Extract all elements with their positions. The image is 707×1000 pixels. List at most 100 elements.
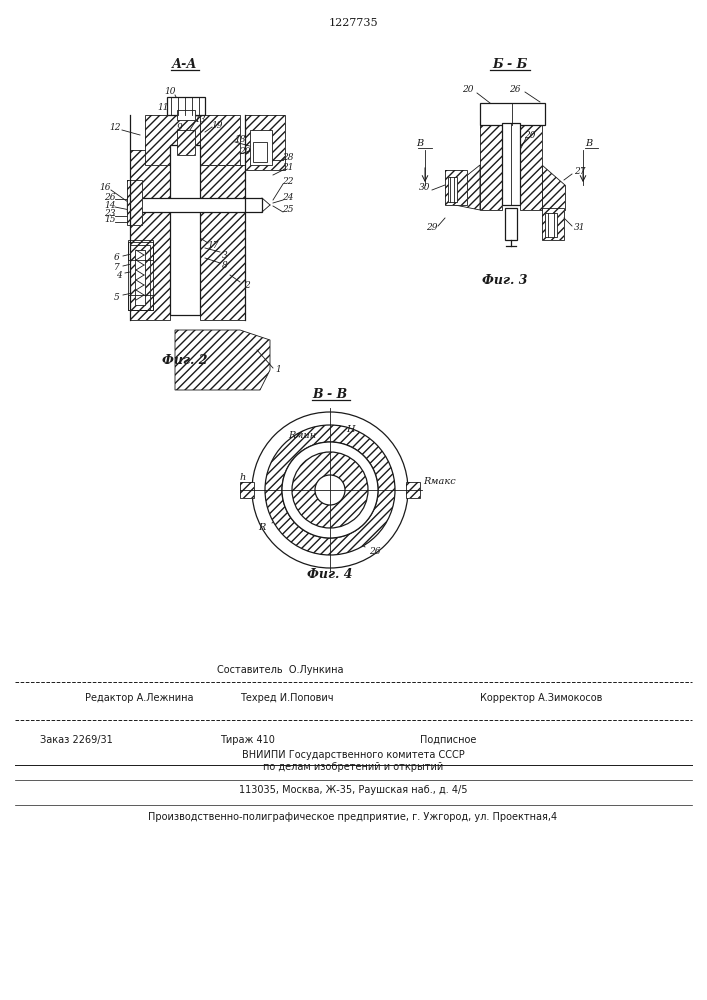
Bar [127,180,142,225]
Bar [130,245,150,310]
Bar [542,208,564,240]
Text: 28: 28 [282,153,293,162]
Bar [520,120,542,210]
Bar [200,115,240,165]
Text: 7: 7 [114,263,120,272]
Circle shape [282,442,378,538]
Text: 1: 1 [275,365,281,374]
Text: 5: 5 [114,294,120,302]
Bar [240,482,254,498]
Text: Корректор А.Зимокосов: Корректор А.Зимокосов [480,693,602,703]
Text: В: В [416,138,423,147]
Bar [177,110,195,120]
Bar [177,130,195,155]
Text: 12: 12 [110,123,121,132]
Text: 1227735: 1227735 [328,18,378,28]
Text: по делам изобретений и открытий: по делам изобретений и открытий [263,762,443,772]
Bar [200,165,245,320]
Text: 31: 31 [574,224,586,232]
Text: 18: 18 [234,135,246,144]
Bar [127,198,262,212]
Text: Фиг. 3: Фиг. 3 [482,273,527,286]
Text: 20: 20 [462,86,474,95]
Text: Фиг. 4: Фиг. 4 [308,568,353,582]
Bar [445,170,467,205]
Bar [245,115,285,170]
Text: 23: 23 [104,210,116,219]
Bar [253,142,267,162]
Bar [128,240,153,310]
Text: Rмакс: Rмакс [423,478,456,487]
Polygon shape [455,165,480,210]
Bar [130,150,170,320]
Bar [128,295,153,310]
Text: Rмин: Rмин [288,430,316,440]
Text: 20: 20 [525,130,536,139]
Bar [135,250,145,305]
Text: 27: 27 [574,167,586,176]
Bar [448,177,457,202]
Text: 11: 11 [157,103,169,111]
Text: А-А: А-А [173,58,198,72]
Bar [480,120,502,210]
Bar [200,115,240,165]
Text: Производственно-полиграфическое предприятие, г. Ужгород, ул. Проектная,4: Производственно-полиграфическое предприя… [148,812,558,822]
Circle shape [282,442,378,538]
Text: R: R [258,524,266,532]
Text: 9: 9 [177,123,183,132]
Text: 26: 26 [104,192,116,202]
Bar [127,180,142,225]
Bar [502,123,520,205]
Text: 4: 4 [116,270,122,279]
Bar [520,120,542,210]
Text: 13: 13 [194,115,206,124]
Text: 24: 24 [282,194,293,202]
Text: 26: 26 [509,86,521,95]
Bar [480,103,545,125]
Text: H: H [346,426,354,434]
Text: Подписное: Подписное [420,735,477,745]
Text: 113035, Москва, Ж-35, Раушская наб., д. 4/5: 113035, Москва, Ж-35, Раушская наб., д. … [239,785,467,795]
Text: Составитель  О.Лункина: Составитель О.Лункина [217,665,344,675]
Text: Фиг. 2: Фиг. 2 [162,354,208,366]
Bar [480,120,502,210]
Text: 3: 3 [222,250,228,259]
Text: h: h [240,474,246,483]
Text: 26: 26 [369,548,381,556]
Text: 14: 14 [104,200,116,210]
Text: Заказ 2269/31: Заказ 2269/31 [40,735,112,745]
Bar [145,115,200,165]
Bar [240,482,254,498]
Text: Б - Б: Б - Б [492,58,527,72]
Bar [145,115,200,165]
Circle shape [252,412,408,568]
Text: ВНИИПИ Государственного комитета СССР: ВНИИПИ Государственного комитета СССР [242,750,464,760]
Text: 21: 21 [282,163,293,172]
Text: Тираж 410: Тираж 410 [220,735,275,745]
Text: 30: 30 [419,184,431,192]
Bar [406,482,420,498]
Circle shape [315,475,345,505]
Text: 2: 2 [244,280,250,290]
Text: Редактор А.Лежнина: Редактор А.Лежнина [85,693,194,703]
Text: 15: 15 [104,216,116,225]
Bar [250,130,272,165]
Text: 29: 29 [426,224,438,232]
Text: 6: 6 [114,253,120,262]
Text: 19: 19 [211,120,223,129]
Circle shape [292,452,368,528]
Circle shape [265,425,395,555]
Text: 20: 20 [239,147,251,156]
Polygon shape [175,330,270,390]
Bar [406,482,420,498]
Polygon shape [542,165,565,210]
Bar [545,213,557,237]
Bar [170,145,200,315]
Bar [130,150,170,320]
Text: 17: 17 [207,240,218,249]
Bar [245,115,285,170]
Bar [130,245,150,310]
Text: В: В [585,138,592,147]
Bar [167,97,205,115]
Bar [542,208,564,240]
